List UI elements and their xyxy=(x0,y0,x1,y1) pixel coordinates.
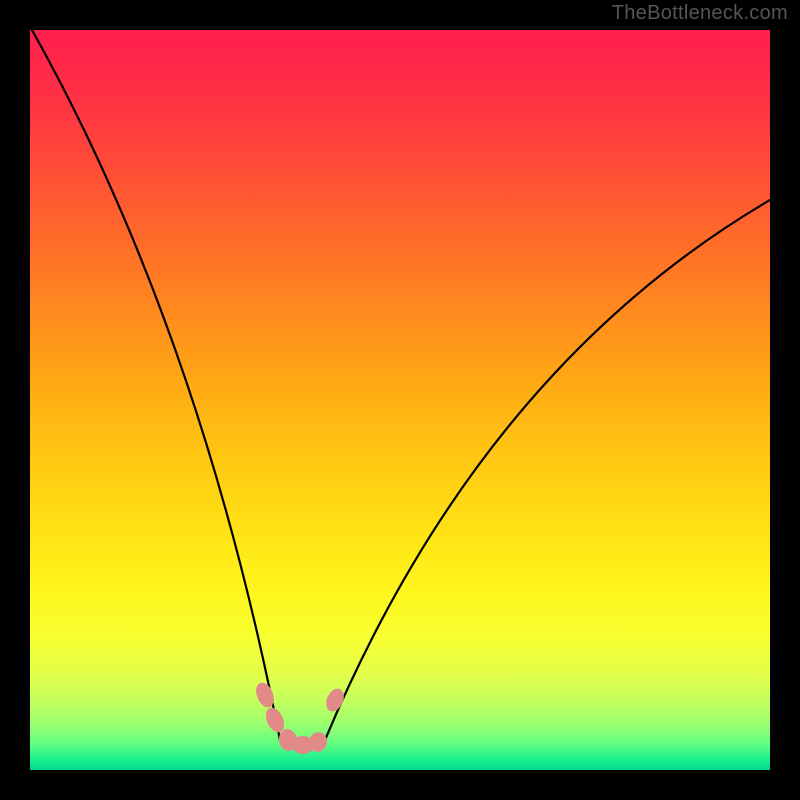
plot-background-gradient xyxy=(30,30,770,770)
watermark-text: TheBottleneck.com xyxy=(612,2,788,25)
chart-container: { "watermark": { "text": "TheBottleneck.… xyxy=(0,0,800,800)
chart-svg xyxy=(0,0,800,800)
